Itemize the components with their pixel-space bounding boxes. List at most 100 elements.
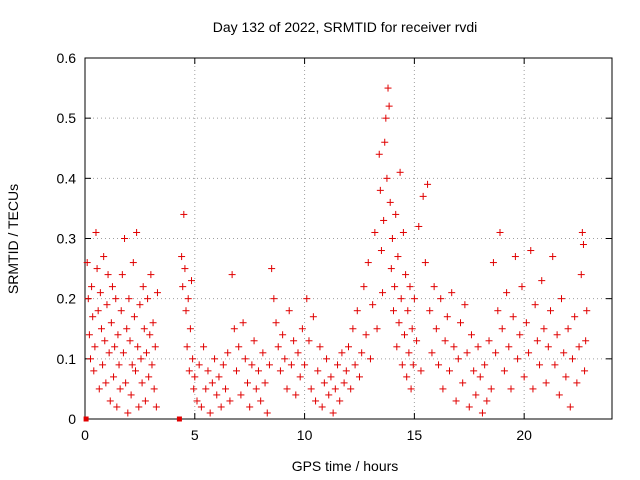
data-point — [287, 361, 295, 369]
data-point — [124, 409, 132, 417]
data-point — [224, 349, 232, 357]
data-point — [104, 271, 112, 279]
data-point — [581, 367, 589, 375]
data-point — [230, 325, 238, 333]
data-point — [241, 355, 249, 363]
data-point — [564, 325, 572, 333]
data-point — [89, 313, 97, 321]
data-point — [294, 349, 302, 357]
data-point — [193, 397, 201, 405]
data-point — [399, 228, 407, 236]
data-point — [351, 361, 359, 369]
data-point — [138, 379, 146, 387]
data-point — [215, 373, 223, 381]
data-point — [152, 403, 160, 411]
data-point — [527, 247, 535, 255]
data-point — [133, 228, 141, 236]
y-tick-label: 0.2 — [57, 291, 77, 307]
data-point — [406, 283, 414, 291]
data-point — [99, 361, 107, 369]
data-point — [388, 235, 396, 242]
data-point — [85, 331, 93, 339]
data-point — [553, 331, 561, 339]
data-point — [413, 337, 421, 345]
data-point — [408, 325, 416, 333]
data-point — [149, 319, 157, 327]
data-point — [113, 403, 121, 411]
data-point — [395, 319, 403, 327]
data-point — [448, 289, 456, 297]
data-point — [421, 259, 429, 267]
data-point — [454, 355, 462, 363]
data-point — [349, 325, 357, 333]
data-point — [435, 361, 443, 369]
data-point — [583, 307, 591, 315]
data-point — [375, 150, 383, 158]
data-point — [384, 84, 392, 92]
data-point — [549, 253, 557, 261]
data-point — [555, 391, 563, 399]
data-point — [191, 373, 199, 381]
data-point — [190, 385, 198, 393]
data-point — [126, 337, 134, 345]
data-point — [529, 385, 537, 393]
data-point — [369, 301, 377, 309]
data-point — [257, 397, 265, 405]
data-point — [179, 283, 187, 291]
data-point — [407, 385, 415, 393]
data-point — [382, 114, 390, 122]
data-points — [83, 84, 591, 422]
data-point — [474, 343, 482, 351]
data-point — [281, 355, 289, 363]
data-point — [237, 391, 245, 399]
data-point — [439, 385, 447, 393]
data-point — [366, 355, 374, 363]
data-point — [383, 174, 391, 182]
data-point — [377, 247, 385, 255]
data-point — [577, 271, 585, 279]
data-point — [268, 265, 276, 273]
y-tick-label: 0.6 — [57, 50, 77, 66]
data-point — [560, 349, 568, 357]
data-point — [441, 337, 449, 345]
data-point — [252, 385, 260, 393]
data-point — [219, 361, 227, 369]
data-point — [121, 235, 129, 242]
data-point — [380, 216, 388, 224]
data-point — [483, 397, 491, 405]
data-point — [376, 186, 384, 194]
data-point — [478, 409, 486, 417]
data-point — [222, 385, 230, 393]
data-point — [305, 337, 313, 345]
x-tick-label: 20 — [516, 427, 532, 443]
data-point — [84, 295, 92, 303]
data-point — [217, 403, 225, 411]
data-point — [153, 289, 161, 297]
data-point — [307, 385, 315, 393]
data-point — [402, 271, 410, 279]
data-point — [371, 228, 379, 236]
data-point — [498, 325, 506, 333]
data-point — [144, 295, 152, 303]
data-point — [92, 228, 100, 236]
data-point — [463, 349, 471, 357]
data-point — [509, 313, 517, 321]
data-point — [417, 367, 425, 375]
plot-frame — [84, 57, 613, 420]
data-point — [465, 403, 473, 411]
data-point — [206, 409, 214, 417]
data-point — [142, 349, 150, 357]
data-point — [141, 397, 149, 405]
data-point — [409, 361, 417, 369]
data-point — [327, 373, 335, 381]
data-point — [405, 349, 413, 357]
data-point — [340, 379, 348, 387]
data-point — [364, 259, 372, 267]
data-point — [250, 337, 258, 345]
data-point — [472, 391, 480, 399]
data-point — [393, 343, 401, 351]
data-point — [290, 337, 298, 345]
data-point — [536, 361, 544, 369]
data-point — [489, 259, 497, 267]
